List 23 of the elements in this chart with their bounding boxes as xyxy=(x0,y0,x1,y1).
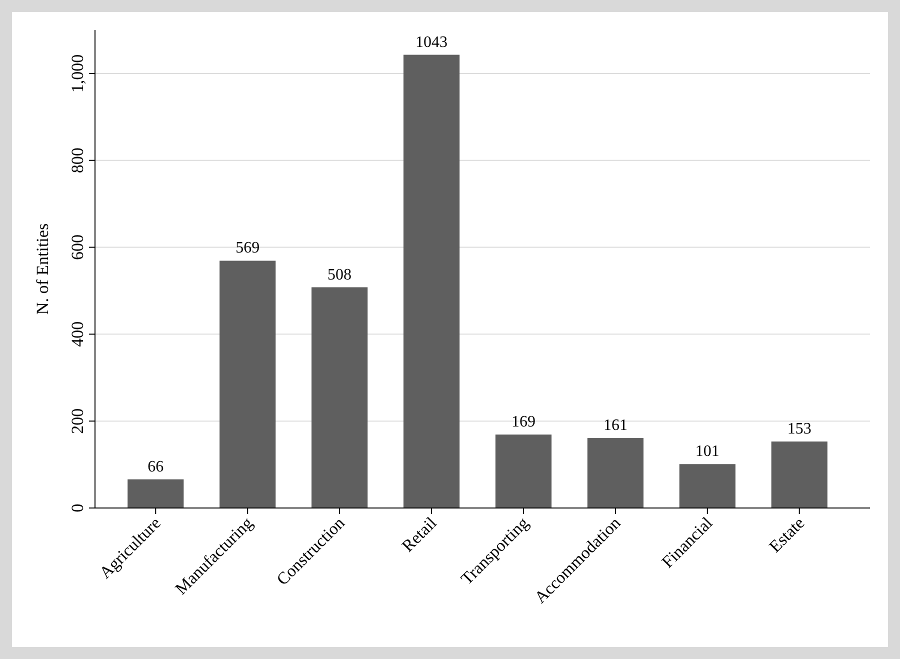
y-tick-label: 600 xyxy=(68,234,87,260)
data-label: 169 xyxy=(511,414,536,431)
bar xyxy=(312,287,368,508)
bar xyxy=(403,54,460,508)
bar xyxy=(128,479,184,508)
data-label: 153 xyxy=(787,420,812,438)
bar xyxy=(587,438,644,508)
y-tick-label: 200 xyxy=(68,408,87,434)
y-axis-title: N. of Entities xyxy=(33,223,52,315)
y-tick-label: 400 xyxy=(68,321,87,347)
data-label: 101 xyxy=(695,443,720,460)
data-label: 66 xyxy=(148,458,164,476)
bar xyxy=(220,260,276,508)
y-tick-label: 0 xyxy=(68,504,87,512)
y-tick-label: 1,000 xyxy=(68,54,87,93)
data-label: 1043 xyxy=(416,34,448,51)
bar xyxy=(771,442,828,508)
y-tick-label: 800 xyxy=(68,148,87,174)
data-label: 569 xyxy=(236,240,260,257)
data-label: 508 xyxy=(328,266,352,284)
data-label: 161 xyxy=(603,417,628,434)
bar xyxy=(495,434,552,508)
bar xyxy=(679,464,736,508)
